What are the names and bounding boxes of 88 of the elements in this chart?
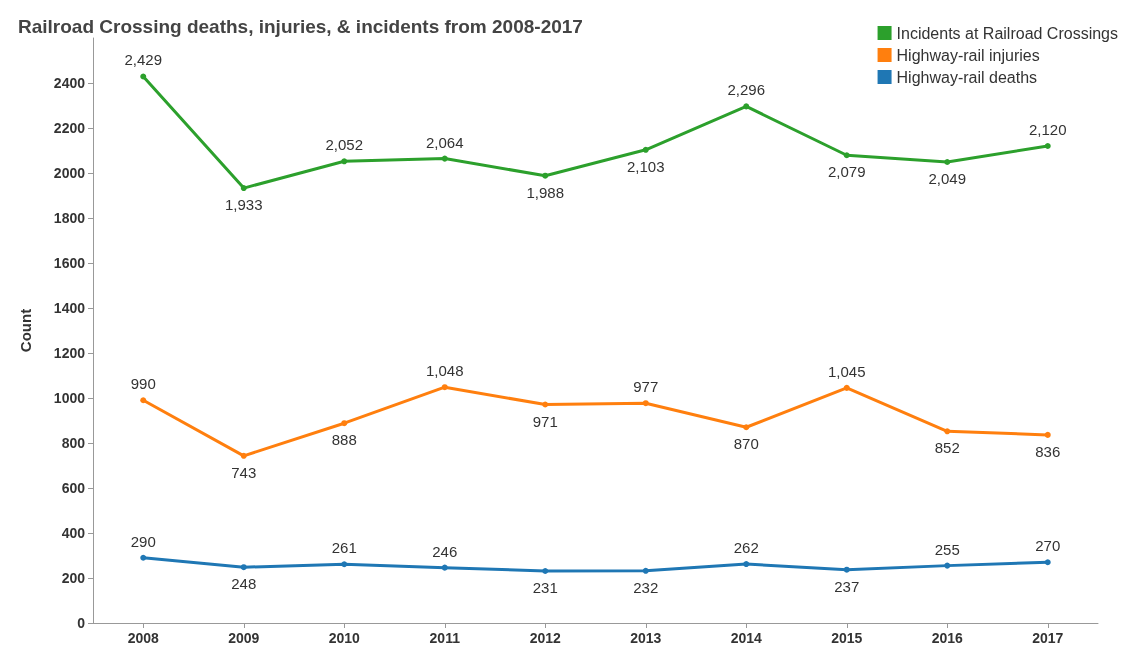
legend-label: Highway-rail injuries bbox=[896, 46, 1040, 64]
data-label: 270 bbox=[1035, 537, 1061, 555]
point bbox=[944, 428, 951, 435]
x-tick-label: 2011 bbox=[429, 630, 461, 646]
point bbox=[140, 397, 147, 404]
data-label: 852 bbox=[934, 439, 960, 457]
y-tick-label: 600 bbox=[61, 480, 86, 496]
point bbox=[240, 452, 247, 459]
point bbox=[642, 400, 649, 407]
legend-label: Incidents at Railroad Crossings bbox=[896, 24, 1118, 42]
data-label: 2,120 bbox=[1028, 121, 1067, 138]
point bbox=[140, 73, 147, 80]
y-tick-label: 1400 bbox=[53, 300, 86, 316]
y-tick-label: 2400 bbox=[53, 75, 86, 91]
data-label: 237 bbox=[834, 577, 860, 595]
y-tick-label: 1200 bbox=[53, 345, 86, 361]
x-tick-label: 2009 bbox=[228, 630, 260, 646]
y-tick-label: 200 bbox=[61, 570, 86, 586]
data-label: 2,296 bbox=[727, 81, 766, 99]
data-label: 990 bbox=[130, 375, 156, 393]
data-label: 2,052 bbox=[325, 136, 364, 154]
data-label: 1,045 bbox=[827, 362, 866, 380]
point bbox=[1044, 431, 1051, 438]
data-label: 262 bbox=[733, 539, 759, 557]
x-tick-label: 2015 bbox=[831, 630, 863, 646]
point bbox=[642, 567, 649, 574]
data-label: 246 bbox=[432, 542, 458, 560]
point bbox=[542, 401, 549, 408]
point bbox=[944, 158, 951, 165]
data-label: 2,429 bbox=[124, 51, 163, 69]
y-tick-label: 800 bbox=[61, 435, 86, 451]
point bbox=[1044, 559, 1051, 566]
point bbox=[240, 564, 247, 571]
point bbox=[944, 562, 951, 569]
legend-label: Highway-rail deaths bbox=[896, 68, 1038, 86]
data-label: 743 bbox=[231, 463, 257, 481]
data-label: 1,048 bbox=[425, 362, 464, 380]
point bbox=[843, 384, 850, 391]
data-label: 977 bbox=[633, 378, 659, 396]
y-tick-label: 2200 bbox=[53, 120, 86, 136]
x-tick-label: 2008 bbox=[127, 630, 160, 646]
point bbox=[743, 424, 750, 431]
y-axis-title: Count bbox=[17, 308, 34, 353]
point bbox=[542, 172, 549, 179]
point bbox=[843, 152, 850, 159]
point bbox=[542, 568, 549, 575]
x-tick-label: 2016 bbox=[931, 630, 964, 646]
x-tick-label: 2017 bbox=[1032, 630, 1064, 646]
chart-title: Railroad Crossing deaths, injuries, & incidents from 2008-2017 bbox=[18, 16, 583, 37]
point bbox=[341, 420, 348, 427]
y-tick-label: 400 bbox=[61, 525, 86, 541]
point bbox=[140, 554, 147, 561]
data-label: 971 bbox=[532, 412, 558, 430]
data-label: 261 bbox=[331, 539, 357, 557]
data-label: 836 bbox=[1035, 442, 1061, 460]
data-label: 2,064 bbox=[425, 133, 464, 151]
data-label: 2,103 bbox=[626, 157, 665, 175]
y-tick-label: 1600 bbox=[53, 255, 86, 271]
point bbox=[341, 158, 348, 165]
x-tick-label: 2012 bbox=[529, 630, 562, 646]
data-label: 1,988 bbox=[526, 183, 565, 201]
data-label: 290 bbox=[130, 532, 156, 550]
y-tick-label: 0 bbox=[77, 615, 86, 631]
data-label: 2,079 bbox=[827, 163, 866, 181]
data-label: 1,933 bbox=[224, 196, 263, 214]
data-label: 888 bbox=[331, 431, 357, 449]
data-label: 870 bbox=[733, 435, 759, 453]
y-tick-label: 1800 bbox=[53, 210, 86, 226]
data-label: 232 bbox=[633, 578, 659, 596]
x-tick-label: 2010 bbox=[328, 630, 361, 646]
point bbox=[441, 564, 448, 571]
y-tick-label: 2000 bbox=[53, 165, 86, 181]
x-tick-label: 2013 bbox=[630, 630, 662, 646]
point bbox=[743, 103, 750, 110]
data-label: 2,049 bbox=[928, 169, 967, 187]
y-tick-label: 1000 bbox=[53, 390, 86, 406]
data-label: 231 bbox=[532, 579, 558, 597]
point bbox=[743, 561, 750, 568]
point bbox=[240, 185, 247, 192]
data-label: 248 bbox=[231, 575, 257, 593]
point bbox=[441, 155, 448, 162]
point bbox=[843, 566, 850, 573]
point bbox=[341, 561, 348, 568]
point bbox=[642, 146, 649, 153]
point bbox=[1044, 143, 1051, 149]
data-label: 255 bbox=[934, 540, 960, 558]
x-tick-label: 2014 bbox=[730, 630, 763, 646]
point bbox=[441, 384, 448, 391]
